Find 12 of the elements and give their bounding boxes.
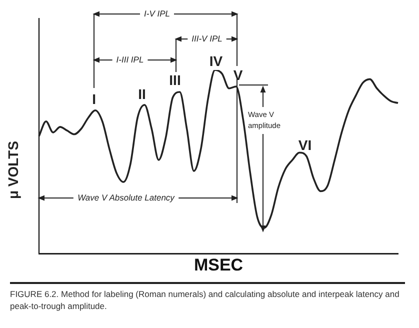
text: I-III IPL bbox=[116, 54, 144, 64]
y-axis-title: μ VOLTS bbox=[4, 140, 21, 200]
text: IV bbox=[209, 52, 224, 69]
text: III-V IPL bbox=[192, 33, 223, 44]
x-axis-title: MSEC bbox=[194, 255, 244, 274]
text: I-V IPL bbox=[144, 8, 170, 18]
annotation: II bbox=[138, 86, 146, 102]
annotation: Wave V Absolute Latency bbox=[78, 192, 176, 202]
annotation: VI bbox=[298, 136, 312, 153]
caption: FIGURE 6.2. Method for labeling (Roman numerals) and calculating absolute and interpeak latency and peak-to-trough amplitude. bbox=[10, 282, 405, 312]
annotation: III bbox=[169, 72, 181, 88]
annotation: I bbox=[92, 90, 96, 107]
